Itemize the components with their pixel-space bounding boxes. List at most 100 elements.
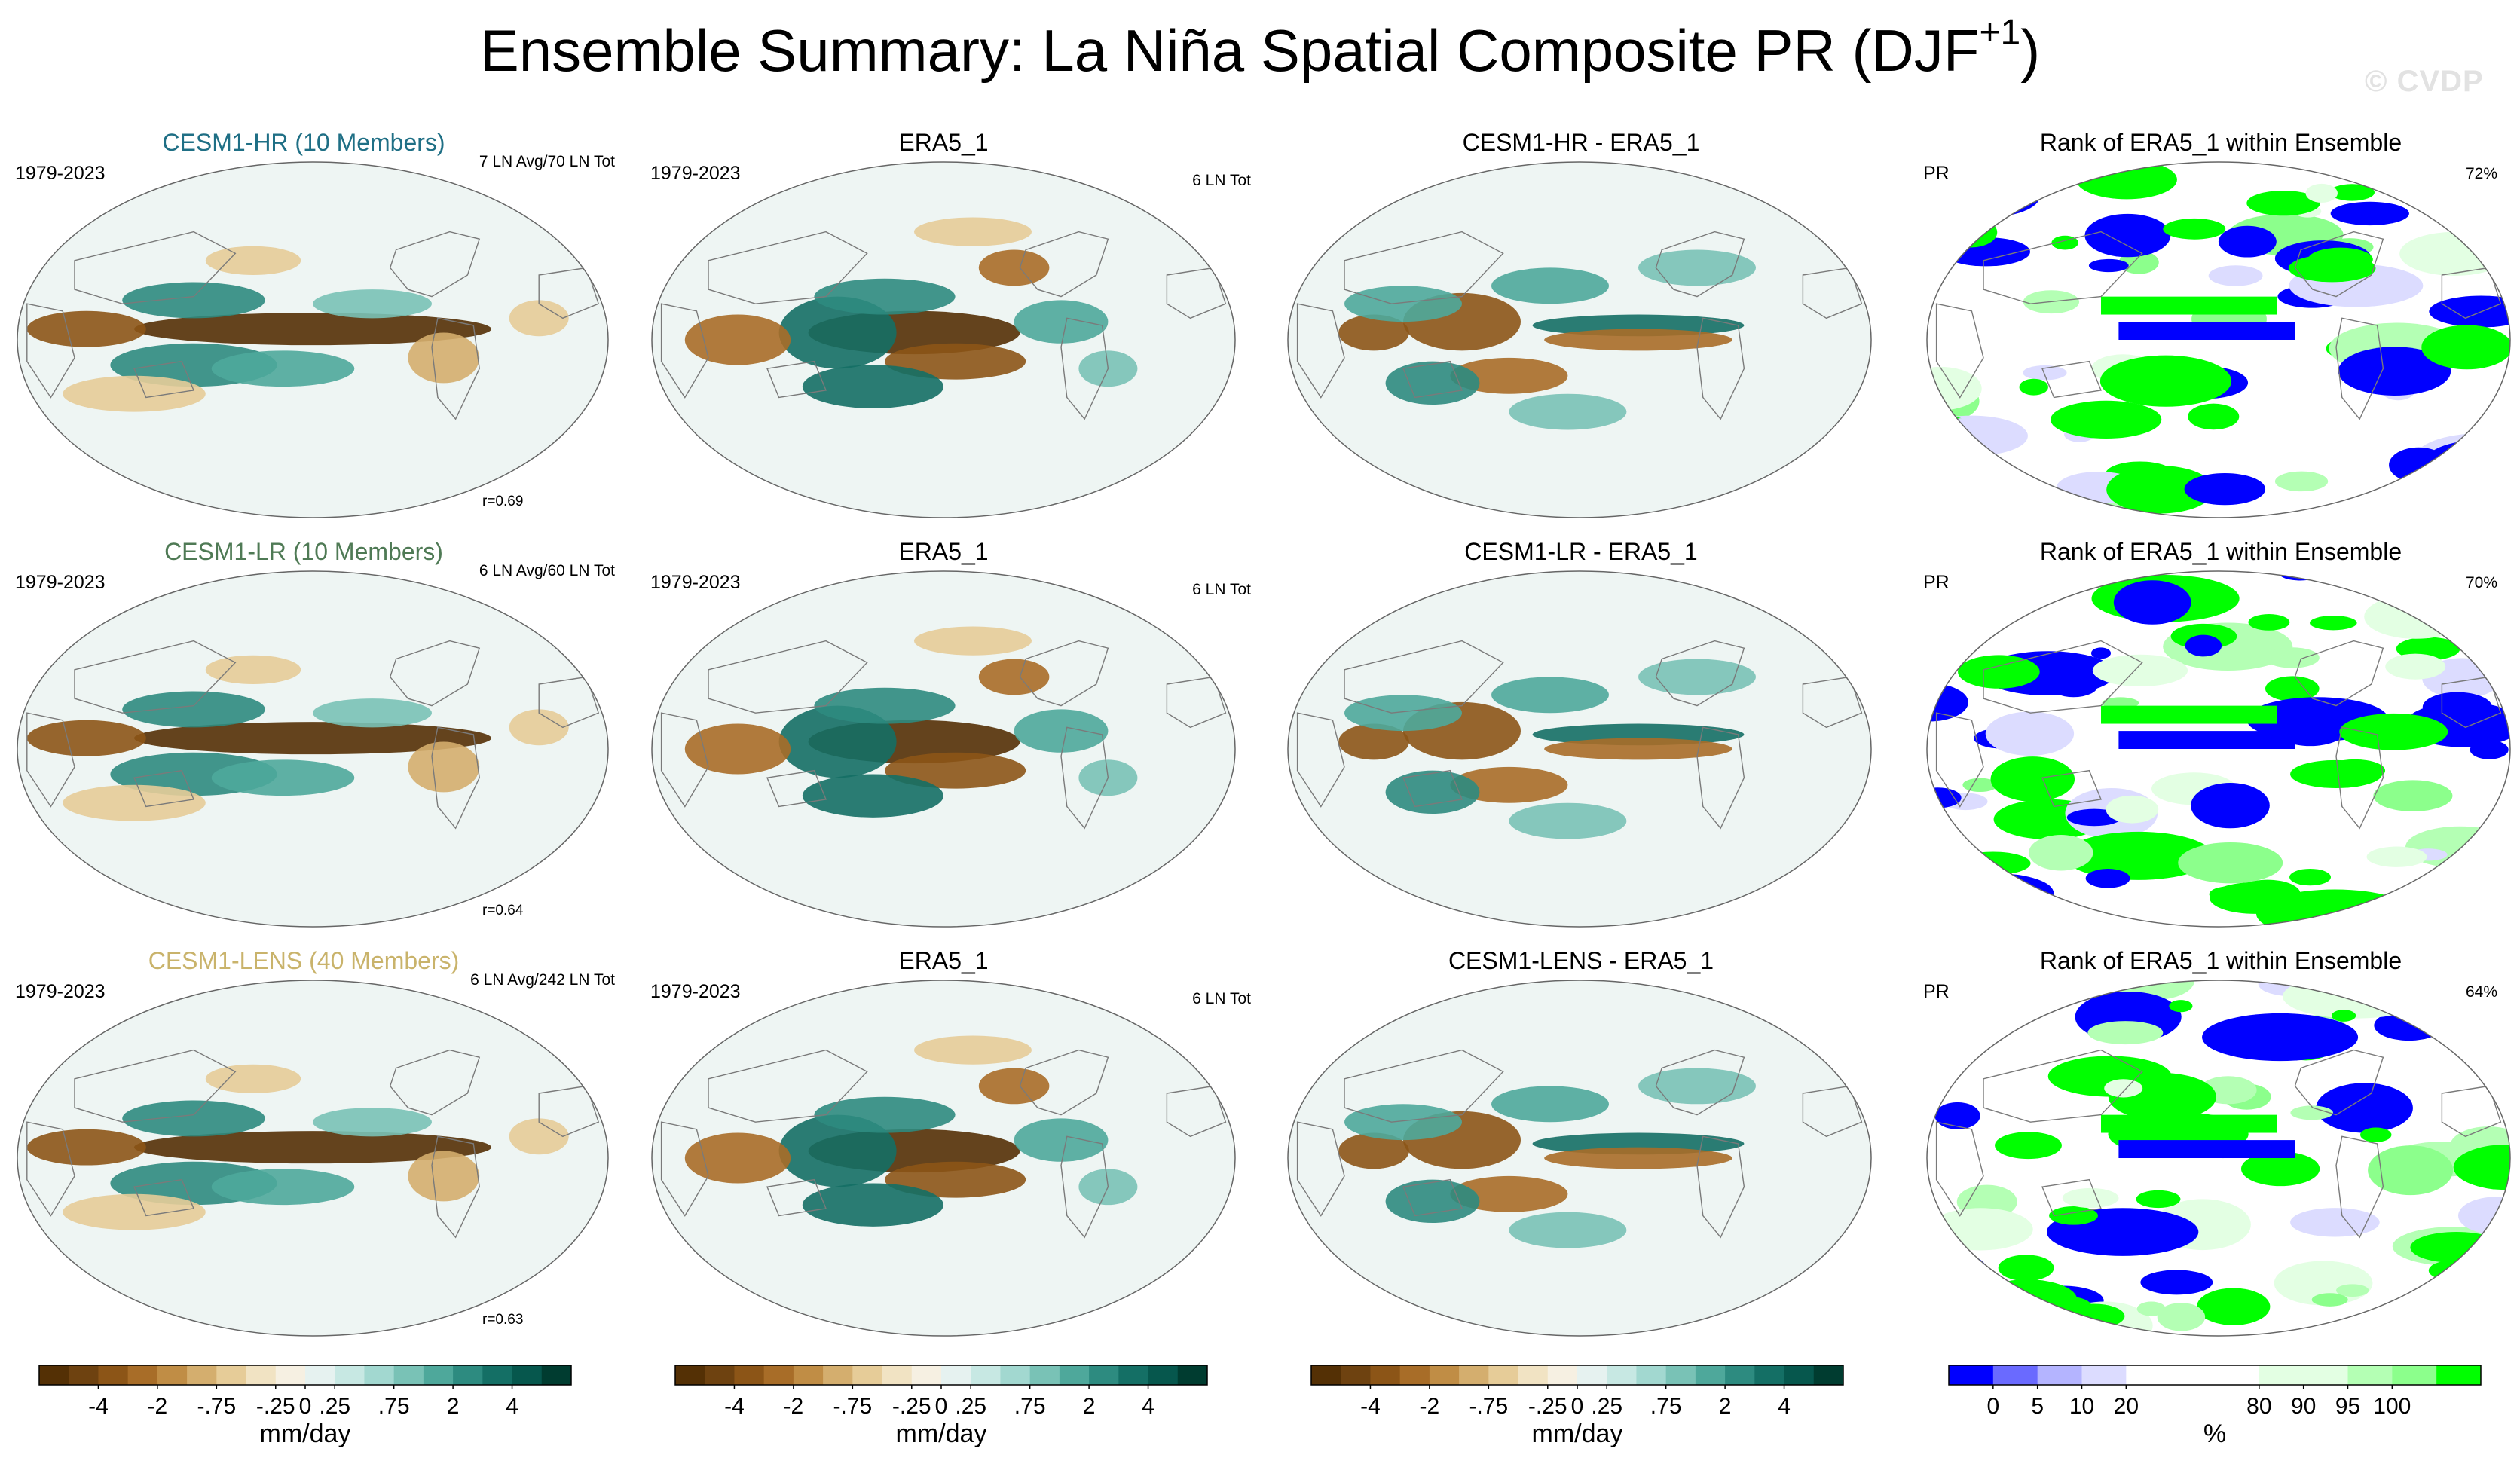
anomaly-patch [914, 626, 1032, 656]
rank-patch [1967, 1019, 1987, 1031]
r3-c4-map [1926, 980, 2511, 1337]
rank-patch [2329, 184, 2375, 201]
continent-outline [1060, 726, 1109, 830]
rank-patch [2438, 1300, 2510, 1336]
continent-outline [74, 640, 237, 714]
continent-outline [1344, 640, 1504, 714]
rank-patch [2311, 1293, 2348, 1307]
r3-c1-map [17, 980, 609, 1337]
anomaly-patch [814, 278, 956, 315]
anomaly-patch [684, 314, 791, 365]
rank-patch [2008, 920, 2038, 927]
anomaly-patch [26, 310, 146, 347]
rank-patch [2389, 447, 2448, 483]
r3-c4-title: Rank of ERA5_1 within Ensemble [2039, 947, 2402, 974]
rank-patch [1962, 778, 1998, 793]
r2-c3-map [1287, 570, 1872, 928]
colorbar-tick-label: 4 [1142, 1394, 1154, 1419]
colorbar-swatch [1370, 1365, 1401, 1385]
colorbar-tick-label: 20 [2114, 1394, 2139, 1419]
colorbar-swatch [1992, 1365, 2038, 1385]
colorbar-tick-label: 0 [1986, 1394, 1999, 1419]
r3-c4-var: PR [1923, 981, 1950, 1002]
continent-outline [766, 769, 827, 808]
anomaly-patch [1338, 314, 1409, 351]
colorbar-swatch [1754, 1365, 1785, 1385]
continent-outline [431, 726, 480, 830]
rank-patch [2157, 1303, 2206, 1331]
r2-c1-map [17, 570, 609, 928]
rank-patch [2049, 674, 2098, 698]
colorbar-tick-label: 0 [299, 1394, 312, 1419]
rank-patch [1927, 578, 2005, 622]
continent-outline [389, 640, 481, 707]
colorbar-tick-label: 0 [1571, 1394, 1584, 1419]
colorbar-tick-label: -2 [1420, 1394, 1440, 1419]
rank-patch [2433, 885, 2494, 908]
rank-patch [1956, 851, 2031, 876]
rank-patch [1977, 1279, 2078, 1321]
continent-outline [1983, 231, 2143, 304]
rank-patch [1940, 873, 2054, 913]
r3-c2-title: ERA5_1 [898, 947, 989, 974]
anomaly-patch [778, 705, 897, 778]
r3-c2-period: 1979-2023 [650, 981, 741, 1002]
colorbar-units: mm/day [260, 1420, 351, 1448]
anomaly-patch [885, 752, 1026, 789]
anomaly-patch [778, 1114, 897, 1187]
rank-patch [1946, 209, 1989, 229]
r3-c2-map [651, 980, 1236, 1337]
colorbar-tick-label: .25 [1591, 1394, 1622, 1419]
map-border [651, 161, 1236, 518]
rank-patch [2118, 1140, 2295, 1158]
r3-c1-corr: r=0.63 [482, 1312, 524, 1328]
continent-outline [1402, 1178, 1463, 1217]
rank-patch [2051, 400, 2162, 439]
continent-outline [431, 1135, 480, 1239]
rank-patch [2087, 1021, 2164, 1045]
colorbar-swatch [512, 1365, 543, 1385]
rank-patch [2331, 1010, 2356, 1022]
anomaly-patch [509, 709, 569, 746]
colorbar-units: mm/day [896, 1420, 987, 1448]
rank-patch [2335, 1284, 2369, 1297]
colorbar-swatch [246, 1365, 277, 1385]
continent-outline [1983, 1049, 2143, 1123]
r1-c4-var: PR [1923, 163, 1950, 184]
anomaly-patch [1509, 1212, 1627, 1248]
continent-outline [1402, 360, 1463, 399]
rank-patch [1958, 655, 2040, 689]
continent-outline [2335, 726, 2384, 830]
colorbar-swatch [1341, 1365, 1371, 1385]
colorbar-swatch [2215, 1365, 2260, 1385]
rank-patch [1995, 1132, 2062, 1160]
rank-patch [2136, 1190, 2181, 1209]
continent-outline [2294, 231, 2384, 298]
anomaly-patch [122, 282, 265, 319]
anomaly-patch [313, 698, 432, 728]
rank-patch [2290, 759, 2383, 789]
continent-outline [1166, 267, 1227, 319]
rank-patch [1998, 1255, 2054, 1282]
continent-outline [2041, 769, 2102, 808]
continent-outline [1296, 303, 1345, 399]
r3-c2-count: 6 LN Tot [1192, 990, 1251, 1007]
colorbar-swatch [2170, 1365, 2216, 1385]
r3-c4-pct: 64% [2465, 983, 2497, 1001]
rank-patch [1927, 879, 1996, 906]
anomaly-patch [408, 332, 480, 384]
anomaly-patch [1338, 1132, 1409, 1169]
continent-outline [1802, 676, 1863, 729]
r2-c2-title: ERA5_1 [898, 538, 989, 565]
anomaly-patch [1450, 357, 1568, 394]
colorbar-swatch [941, 1365, 971, 1385]
rank-patch [2218, 225, 2277, 258]
colorbar-tick-label: -4 [88, 1394, 109, 1419]
continent-outline [431, 317, 480, 420]
r2-c2-map [651, 570, 1236, 928]
colorbar-swatch [1429, 1365, 1460, 1385]
continent-outline [538, 676, 600, 729]
rank-patch [2399, 231, 2510, 276]
colorbar-swatch [482, 1365, 513, 1385]
anomaly-patch [211, 1169, 355, 1206]
